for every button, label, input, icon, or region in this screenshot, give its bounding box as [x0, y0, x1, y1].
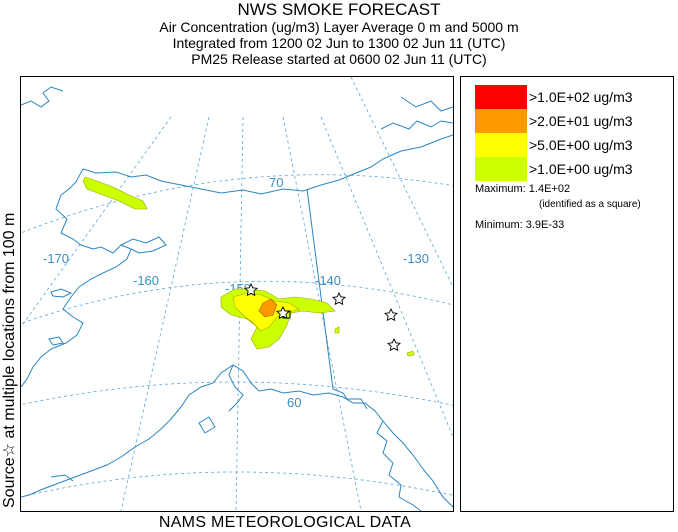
- star-icon: [243, 282, 259, 297]
- seward-peninsula: [120, 236, 167, 254]
- release-info: PM25 Release started at 0600 02 Jun 11 (…: [191, 51, 487, 67]
- graticule: [10, 76, 462, 512]
- legend-row-level2: >5.0E+00 ug/m3: [475, 133, 665, 157]
- star-icon: [331, 291, 347, 306]
- west-coast: [20, 168, 132, 388]
- alaska-map: -170 -160 -150 -140 -130 70 60: [10, 76, 462, 512]
- legend-label-level4: >1.0E+02 ug/m3: [529, 89, 633, 105]
- canada-arctic-islands: [400, 96, 454, 112]
- label-lon-160: -160: [133, 273, 159, 288]
- smoke-plume-east-2: [406, 350, 415, 357]
- legend-row-level3: >2.0E+01 ug/m3: [475, 109, 665, 133]
- kenai-inlet: [228, 364, 244, 412]
- chukotka: [20, 86, 64, 108]
- label-lat-70: 70: [269, 175, 283, 190]
- legend-label-level1: >1.0E+00 ug/m3: [529, 161, 633, 177]
- us-canada-border: [306, 188, 368, 410]
- title-block: NWS SMOKE FORECAST Air Concentration (ug…: [0, 0, 678, 68]
- legend-swatch-red: [475, 85, 527, 109]
- maximum-note: (identified as a square): [539, 199, 641, 210]
- lat-line-60: [10, 381, 462, 408]
- star-icon: [275, 305, 291, 320]
- smoke-plume-northwest: [82, 176, 148, 210]
- integration-period: Integrated from 1200 02 Jun to 1300 02 J…: [172, 35, 506, 51]
- legend-label-level2: >5.0E+00 ug/m3: [529, 137, 633, 153]
- legend-label-level3: >2.0E+01 ug/m3: [529, 113, 633, 129]
- south-coast: [180, 364, 454, 508]
- lon-line-140: [282, 116, 362, 512]
- minimum-value: Minimum: 3.9E-33: [475, 219, 565, 231]
- maximum-value: Maximum: 1.4E+02: [475, 183, 571, 195]
- kodiak-island: [198, 416, 216, 434]
- legend-swatch-yellow: [475, 133, 527, 157]
- star-icon: [383, 307, 399, 322]
- source-stars: [243, 282, 402, 352]
- legend-row-level1: >1.0E+00 ug/m3: [475, 157, 665, 181]
- legend-swatch-orange: [475, 109, 527, 133]
- panhandle-islands: [376, 420, 422, 512]
- smoke-plume-east-1: [334, 326, 340, 334]
- coastline: [20, 86, 454, 512]
- smoke-plume-interior-20: [258, 298, 278, 318]
- star-icon: [386, 337, 402, 352]
- lon-line-120: [350, 76, 454, 288]
- nunivak-island: [48, 336, 64, 346]
- legend-panel: >1.0E+02 ug/m3 >2.0E+01 ug/m3 >5.0E+00 u…: [460, 76, 674, 512]
- lat-line-70: [10, 174, 462, 238]
- lon-line-130: [320, 116, 454, 438]
- alaska-peninsula: [20, 406, 182, 498]
- canada-arctic-islands-2: [380, 120, 454, 130]
- lon-line-160: [120, 116, 210, 512]
- north-coast: [82, 134, 454, 195]
- source-height-label: Source☆ at multiple locations from 100 m: [1, 212, 18, 508]
- label-lon-140: -140: [315, 273, 341, 288]
- map-panel: -170 -160 -150 -140 -130 70 60: [10, 76, 462, 512]
- bering-island: [50, 474, 74, 482]
- lon-line-170: [20, 116, 172, 328]
- label-lat-60: 60: [287, 395, 301, 410]
- concentration-subtitle: Air Concentration (ug/m3) Layer Average …: [159, 19, 519, 35]
- legend-row-level4: >1.0E+02 ug/m3: [475, 85, 665, 109]
- legend-swatch-lime: [475, 157, 527, 181]
- forecast-title: NWS SMOKE FORECAST: [237, 0, 441, 19]
- label-lon-130: -130: [403, 251, 429, 266]
- meteorological-data-label: NAMS METEOROLOGICAL DATA: [158, 514, 412, 531]
- lat-line-55: [20, 471, 462, 498]
- label-lon-170: -170: [43, 251, 69, 266]
- st-lawrence-island: [50, 288, 73, 298]
